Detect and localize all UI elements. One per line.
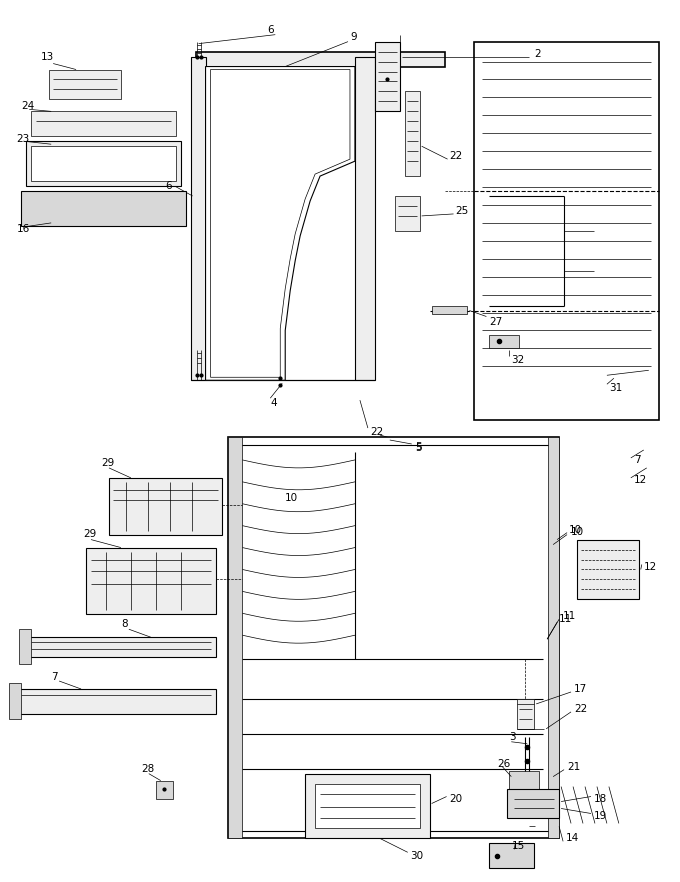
- Polygon shape: [196, 52, 445, 66]
- Text: 10: 10: [571, 527, 584, 536]
- Text: 6: 6: [166, 181, 172, 191]
- Polygon shape: [577, 540, 639, 600]
- Text: 29: 29: [101, 458, 114, 468]
- Polygon shape: [395, 196, 420, 231]
- Polygon shape: [235, 445, 551, 832]
- Text: 11: 11: [559, 614, 573, 624]
- Text: 18: 18: [594, 794, 607, 804]
- Text: 12: 12: [644, 563, 657, 572]
- Polygon shape: [16, 689, 216, 714]
- Text: 5: 5: [415, 442, 422, 452]
- Text: 10: 10: [569, 525, 582, 534]
- Text: 7: 7: [634, 455, 641, 465]
- Text: 31: 31: [609, 383, 622, 393]
- Polygon shape: [509, 771, 539, 789]
- Text: 15: 15: [512, 841, 526, 851]
- Text: 4: 4: [270, 398, 277, 408]
- Text: 28: 28: [141, 764, 154, 774]
- Polygon shape: [19, 629, 31, 664]
- Polygon shape: [355, 56, 375, 380]
- Polygon shape: [31, 146, 175, 181]
- Text: 2: 2: [534, 49, 541, 58]
- Polygon shape: [432, 305, 467, 313]
- Text: 26: 26: [497, 759, 511, 769]
- Text: 32: 32: [511, 355, 524, 365]
- Text: 14: 14: [566, 833, 579, 843]
- Text: 7: 7: [51, 672, 58, 682]
- Polygon shape: [490, 335, 520, 348]
- Text: 22: 22: [574, 704, 588, 714]
- Text: 30: 30: [410, 851, 423, 862]
- Polygon shape: [21, 191, 186, 226]
- Polygon shape: [27, 637, 216, 657]
- Polygon shape: [507, 789, 559, 818]
- Polygon shape: [27, 141, 181, 186]
- Polygon shape: [211, 70, 350, 377]
- Polygon shape: [86, 548, 216, 614]
- Polygon shape: [10, 683, 21, 719]
- Text: 6: 6: [267, 25, 273, 34]
- Polygon shape: [242, 452, 543, 826]
- Text: 9: 9: [350, 32, 356, 41]
- Polygon shape: [315, 783, 420, 828]
- Text: 8: 8: [121, 619, 128, 629]
- Polygon shape: [548, 437, 559, 839]
- Polygon shape: [405, 92, 420, 176]
- Polygon shape: [228, 437, 242, 839]
- Text: 27: 27: [490, 318, 503, 327]
- Polygon shape: [517, 699, 534, 729]
- Text: 19: 19: [594, 811, 607, 821]
- Polygon shape: [190, 56, 205, 380]
- Text: 5: 5: [415, 443, 422, 453]
- Text: 13: 13: [41, 51, 54, 62]
- Polygon shape: [490, 843, 534, 868]
- Text: 3: 3: [509, 732, 516, 742]
- Text: 25: 25: [456, 206, 469, 216]
- Text: 12: 12: [634, 475, 647, 485]
- Text: 11: 11: [563, 611, 577, 621]
- Text: 20: 20: [449, 794, 462, 804]
- Polygon shape: [375, 41, 400, 111]
- Polygon shape: [205, 66, 355, 380]
- Text: 21: 21: [567, 762, 580, 772]
- Text: 29: 29: [83, 528, 97, 539]
- Text: 17: 17: [574, 684, 588, 694]
- Polygon shape: [305, 774, 430, 839]
- Polygon shape: [49, 70, 121, 100]
- Text: 16: 16: [16, 224, 29, 234]
- Polygon shape: [475, 41, 659, 420]
- Text: 23: 23: [16, 134, 29, 145]
- Text: 22: 22: [370, 427, 383, 437]
- Polygon shape: [109, 478, 222, 534]
- Text: 22: 22: [449, 151, 463, 161]
- Polygon shape: [31, 111, 175, 136]
- Text: 24: 24: [21, 101, 35, 111]
- Polygon shape: [156, 781, 173, 798]
- Text: 10: 10: [285, 493, 299, 503]
- Polygon shape: [228, 437, 559, 839]
